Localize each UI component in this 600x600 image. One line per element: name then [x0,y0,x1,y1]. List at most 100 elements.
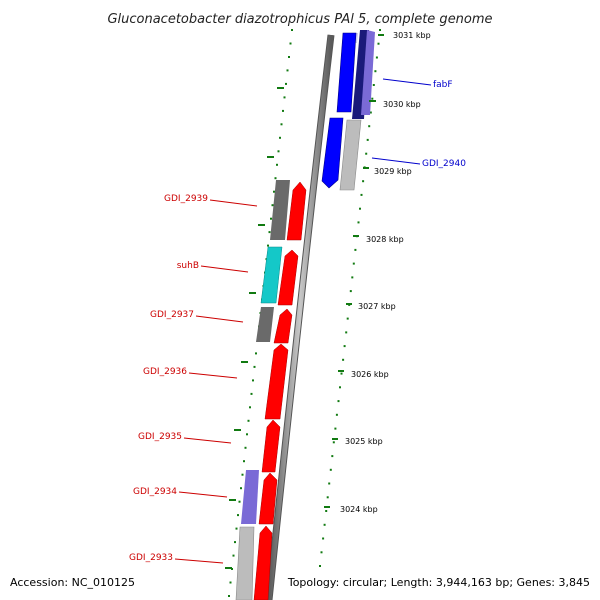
ruler-dot [349,290,352,293]
ruler-dot [343,345,346,348]
feature-grey-lower[interactable] [339,119,362,191]
ruler-dot [268,231,271,234]
feature-red-2934[interactable] [258,472,278,525]
ruler-dot [366,138,369,141]
feature-red-suhB[interactable] [277,249,299,306]
feature-dark-grey-2939[interactable] [270,180,290,240]
ruler-dot [326,496,329,499]
ruler-dot [334,427,337,430]
ruler-dot [228,595,230,597]
ruler-dot [291,29,293,31]
ruler-dot [372,84,375,86]
ruler-dot [362,180,365,183]
kbp-ruler: 3031 kbp 3030 kbp 3029 kbp 3028 kbp 3027… [324,31,431,514]
ruler-dot [337,400,340,403]
gene-label-gdi-2939[interactable]: GDI_2939 [164,194,208,204]
gene-label-gdi-2936[interactable]: GDI_2936 [143,367,187,377]
kbp-label: 3025 kbp [345,437,383,446]
feature-dark-grey-2937[interactable] [256,307,274,342]
ruler-dot [246,433,248,436]
feature-grey-2933[interactable] [235,526,255,600]
topology-text: Topology: circular; Length: 3,944,163 bp… [287,576,590,589]
ruler-dot [329,468,332,471]
ruler-dot [331,455,334,458]
reverse-strand-features [321,30,375,191]
ruler-dot [339,386,341,389]
outer-ruler-ticks [225,87,284,569]
ruler-dot [276,163,278,166]
kbp-label: 3029 kbp [374,167,412,176]
kbp-label: 3030 kbp [383,100,421,109]
ruler-dot [279,136,281,139]
ruler-dot [241,473,244,476]
ruler-dot [253,365,256,368]
kbp-label: 3027 kbp [358,302,396,311]
ruler-dot [288,56,290,58]
feature-red-2933[interactable] [253,525,273,600]
gene-label-gdi-2937[interactable]: GDI_2937 [150,310,194,320]
ruler-dot [335,413,338,416]
ruler-dot [255,352,257,355]
ruler-dot [359,207,361,210]
kbp-label: 3026 kbp [351,370,389,379]
ruler-dot [379,29,381,31]
ruler-dot [352,262,355,265]
ruler-dot [267,244,269,247]
ruler-dot [273,190,275,193]
ruler-dot [274,177,277,180]
ruler-dot [351,276,354,279]
ruler-dot [323,523,326,526]
ruler-dot [325,510,328,512]
gene-label-fabF[interactable]: fabF [433,80,453,90]
ruler-dot [368,125,371,128]
ruler-dot [280,123,283,126]
feature-blue-lower[interactable] [321,117,344,189]
feature-red-2936[interactable] [264,343,289,420]
ruler-dot [283,96,286,99]
ruler-dot [234,541,236,544]
gene-label-gdi-2934[interactable]: GDI_2934 [133,487,177,497]
gene-label-gdi-2935[interactable]: GDI_2935 [138,432,182,442]
ruler-dot [375,56,378,59]
ruler-dot [322,537,325,540]
ruler-dot [332,441,335,444]
feature-slate-2934[interactable] [241,470,259,524]
kbp-label: 3031 kbp [393,31,431,40]
ruler-dot [235,527,238,530]
ruler-dot [328,482,331,485]
forward-strand-features [235,180,307,600]
ruler-dot [365,152,368,155]
ruler-dot [240,487,242,490]
ruler-dot [286,69,289,72]
inner-ruler-dots [319,29,381,567]
ruler-dot [374,70,377,73]
ruler-dot [271,204,274,207]
kbp-label: 3024 kbp [340,505,378,514]
gene-label-gdi-2933[interactable]: GDI_2933 [129,553,173,563]
gene-label-gdi-2940[interactable]: GDI_2940 [422,159,466,169]
right-gene-labels: fabF GDI_2940 [371,78,466,169]
ruler-dot [237,514,239,517]
ruler-dot [238,500,241,503]
ruler-dot [360,193,363,196]
feature-fabF-upper[interactable] [336,32,357,113]
genome-backbone [265,34,335,600]
ruler-dot [354,248,357,251]
ruler-dot [282,109,284,112]
feature-red-2937[interactable] [273,308,293,344]
ruler-dot [270,217,272,220]
ruler-dot [247,419,250,422]
ruler-dot [229,581,232,584]
ruler-dot [369,111,372,114]
ruler-dot [289,42,292,45]
gene-label-suhB[interactable]: suhB [177,261,199,271]
ruler-dot [277,150,280,153]
feature-slate-upper[interactable] [361,30,375,115]
feature-red-2939[interactable] [286,181,307,241]
ruler-dot [249,406,251,409]
accession-text: Accession: NC_010125 [10,576,135,589]
ruler-dot [319,565,321,567]
feature-cyan-suhB[interactable] [260,246,283,304]
feature-red-2935[interactable] [261,419,281,473]
